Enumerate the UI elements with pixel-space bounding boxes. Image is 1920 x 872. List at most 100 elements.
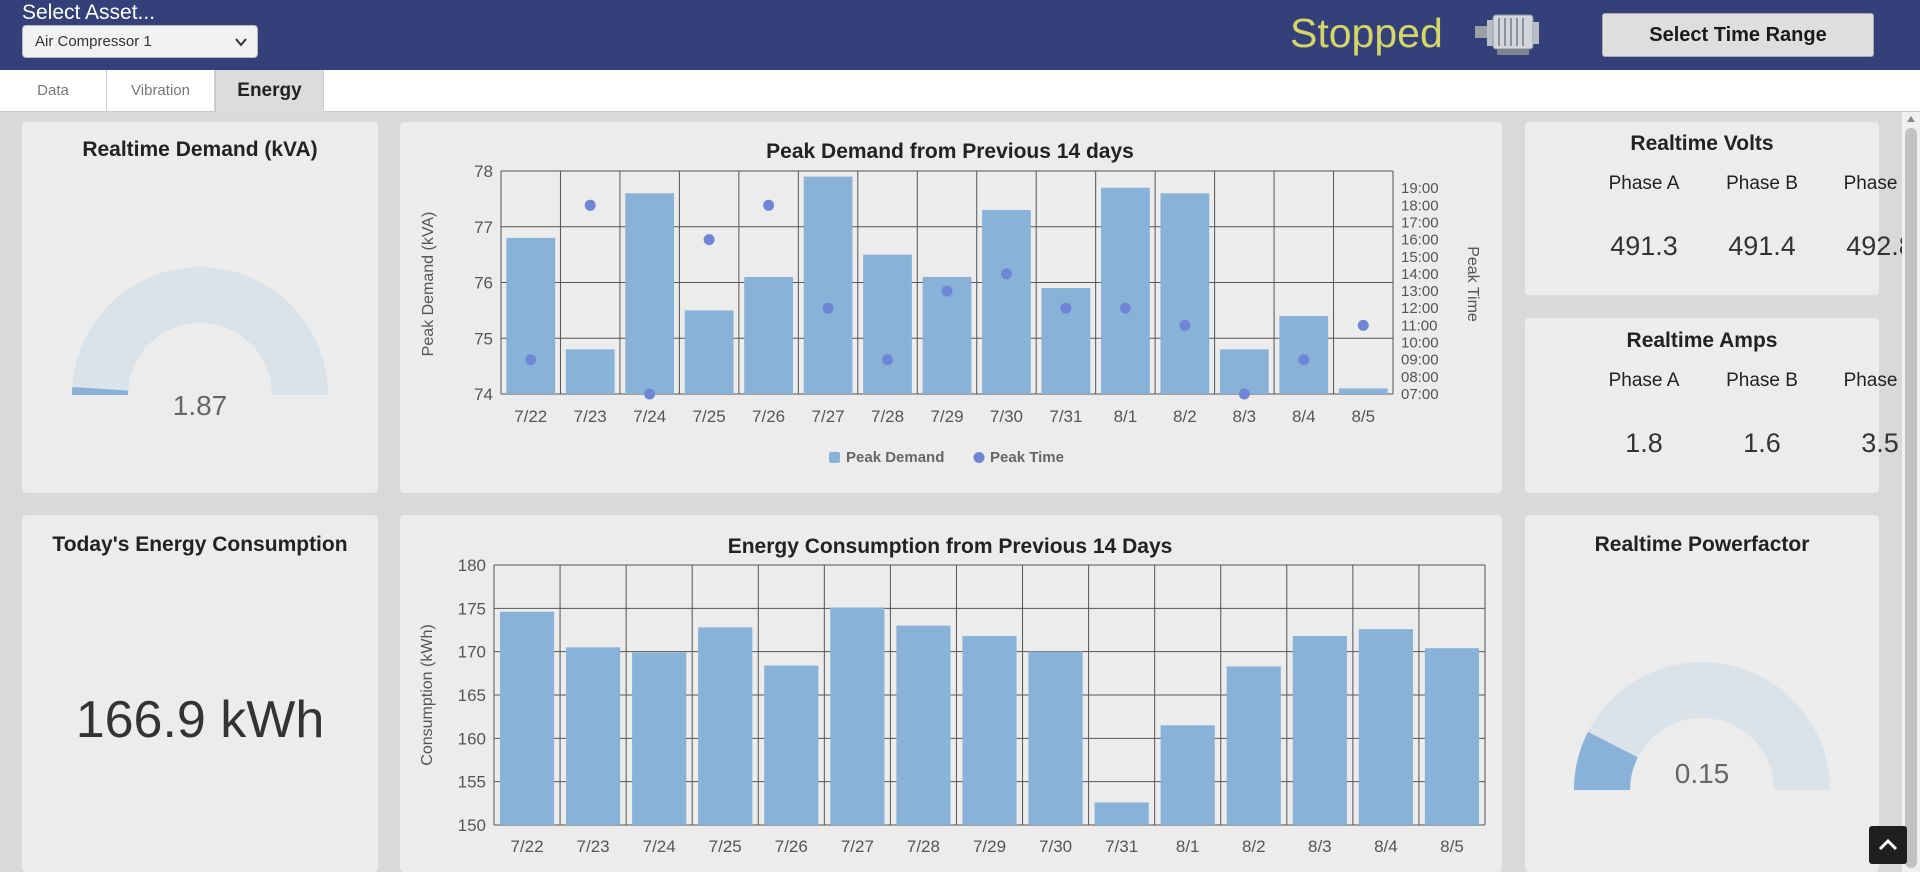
y2-tick-label: 17:00 [1401,214,1439,231]
y-tick-label: 175 [458,599,486,618]
volts-phase-b-value: 491.4 [1728,231,1796,261]
bar [962,636,1017,825]
energy-today-card: Today's Energy Consumption 166.9 kWh [22,515,378,872]
tab-bar: Data Vibration Energy [0,70,1920,112]
energy-today-title: Today's Energy Consumption [52,533,348,556]
bar [863,254,912,394]
y2-tick-label: 09:00 [1401,352,1439,369]
x-tick-label: 8/5 [1440,837,1464,856]
powerfactor-gauge-card: Realtime Powerfactor 0.15 [1525,515,1879,872]
y-tick-label: 165 [458,686,486,705]
bar [1028,651,1083,825]
y2-tick-label: 14:00 [1401,266,1439,283]
y2-tick-label: 08:00 [1401,369,1439,386]
peak-time-dot [1357,319,1369,331]
volts-card: Realtime Volts Phase A Phase B Phase C 4… [1525,122,1916,295]
x-tick-label: 7/27 [841,837,874,856]
chevron-down-icon [235,38,247,47]
legend-label-peak-time: Peak Time [990,449,1064,466]
chevron-up-icon [1878,838,1898,851]
y2-axis-label: Peak Time [1464,246,1481,322]
x-tick-label: 8/4 [1374,837,1398,856]
peak-time-dot [584,199,596,211]
energy-today-value: 166.9 kWh [75,691,325,749]
peak-time-dot [1000,268,1012,280]
amps-phase-a-value: 1.8 [1625,428,1663,458]
tab-data[interactable]: Data [0,70,107,112]
peak-time-dot [822,302,834,314]
bar [1338,388,1388,394]
x-tick-label: 7/28 [871,407,904,426]
machine-status: Stopped [1290,10,1443,56]
amps-phase-b-label: Phase B [1726,370,1798,391]
volts-phase-c-label: Phase C [1843,173,1917,194]
x-tick-label: 8/3 [1308,837,1332,856]
peak-time-dot [1119,302,1131,314]
gauge-track [1574,662,1830,790]
bar [1219,349,1269,394]
volts-phase-a-value: 491.3 [1610,231,1678,261]
bar [1101,187,1150,394]
bar [1358,629,1413,825]
legend-swatch-peak-demand [829,452,840,463]
x-tick-label: 7/22 [510,837,543,856]
bar [698,627,753,825]
peak-demand-chart: Peak Demand from Previous 14 days 74 75 76… [420,140,1481,466]
y2-tick-label: 12:00 [1401,300,1439,317]
x-tick-label: 8/3 [1233,407,1257,426]
legend-label-peak-demand: Peak Demand [846,449,944,466]
motor-icon [1475,14,1539,55]
x-tick-label: 7/29 [930,407,963,426]
powerfactor-gauge: 0.15 [1574,662,1830,790]
tab-vibration[interactable]: Vibration [107,70,215,112]
bar [1160,725,1215,825]
y2-tick-label: 10:00 [1401,335,1439,352]
peak-time-dot [525,354,537,366]
select-time-range-button[interactable]: Select Time Range [1602,13,1874,57]
scroll-to-top-button[interactable] [1869,826,1907,864]
bar [896,625,951,825]
y-tick-label: 160 [458,729,486,748]
chart-legend: Peak Demand Peak Time [829,449,1064,466]
powerfactor-gauge-value: 0.15 [1675,758,1730,789]
x-tick-label: 8/4 [1292,407,1316,426]
asset-select-value: Air Compressor 1 [35,33,152,50]
tab-energy[interactable]: Energy [215,70,324,112]
y-tick-label: 74 [474,385,493,404]
demand-gauge-value: 1.87 [173,390,228,421]
header-bar: Select Asset... Air Compressor 1 Stopped… [0,0,1920,70]
page-scrollbar-thumb[interactable] [1905,128,1917,868]
y2-tick-label: 18:00 [1401,197,1439,214]
bar [566,647,621,825]
bar [744,276,793,394]
x-tick-label: 7/28 [907,837,940,856]
x-tick-label: 7/26 [775,837,808,856]
amps-title: Realtime Amps [1626,329,1778,352]
y2-tick-label: 07:00 [1401,386,1439,403]
bar [565,349,615,394]
y-tick-label: 180 [458,556,486,575]
y2-tick-label: 15:00 [1401,249,1439,266]
x-tick-label: 7/30 [1039,837,1072,856]
x-tick-label: 7/22 [514,407,547,426]
scroll-up-arrow-icon[interactable] [1904,113,1918,125]
amps-card: Realtime Amps Phase A Phase B Phase C 1.… [1525,318,1916,493]
bar [684,310,734,394]
y2-tick-label: 19:00 [1401,180,1439,197]
gauge-fill [1574,731,1638,790]
demand-gauge: 1.87 [72,267,328,421]
x-tick-label: 7/25 [693,407,726,426]
x-tick-label: 7/27 [812,407,845,426]
y-tick-label: 76 [474,274,493,293]
peak-time-dot [763,199,775,211]
y2-tick-label: 11:00 [1401,317,1437,334]
asset-select[interactable]: Air Compressor 1 [22,25,258,58]
bar [1160,193,1210,394]
x-tick-label: 7/23 [577,837,610,856]
bar [1292,636,1347,825]
demand-gauge-title: Realtime Demand (kVA) [82,138,318,161]
powerfactor-title: Realtime Powerfactor [1594,533,1810,556]
bar [1226,666,1281,825]
bar [1424,648,1480,825]
amps-phase-b-value: 1.6 [1743,428,1781,458]
